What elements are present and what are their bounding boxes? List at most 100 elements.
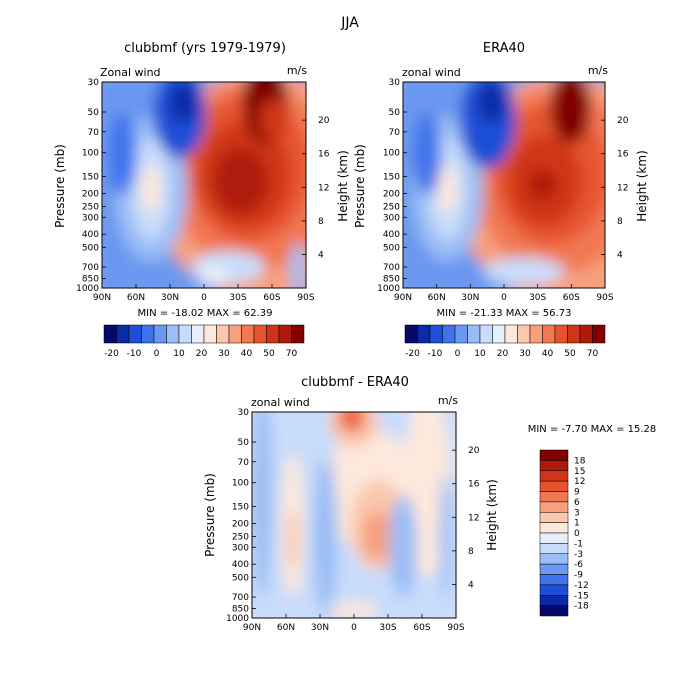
min-max-stats: MIN = -7.70 MAX = 15.28 bbox=[528, 424, 657, 435]
y-axis-label: Pressure (mb) bbox=[53, 144, 67, 228]
colorbar-swatch bbox=[128, 324, 142, 344]
x-axis: 90N 60N 30N 0 30S 60S 90S bbox=[243, 614, 465, 633]
y-tick-label: 300 bbox=[232, 543, 249, 553]
y-right-tick-label: 4 bbox=[318, 250, 324, 260]
colorbar-swatch bbox=[442, 324, 456, 344]
colorbar-label: -10 bbox=[428, 349, 443, 359]
colorbar-swatch bbox=[539, 470, 569, 482]
contour-region bbox=[388, 494, 418, 598]
colorbar: -20 -10 0 10 20 30 40 50 70 bbox=[103, 324, 305, 359]
colorbar-label: -18 bbox=[574, 602, 589, 612]
y-right-tick-label: 8 bbox=[617, 217, 623, 227]
y-right-tick-label: 16 bbox=[468, 480, 480, 490]
colorbar-label: 50 bbox=[263, 349, 275, 359]
contour-region bbox=[439, 473, 452, 598]
contour-region bbox=[483, 257, 565, 286]
panel-title: clubbmf - ERA40 bbox=[301, 375, 409, 390]
y-axis-right: 20 16 12 8 4 bbox=[302, 116, 330, 260]
contour-region bbox=[289, 242, 306, 288]
y-axis-right-label: Height (km) bbox=[336, 150, 350, 221]
y-tick-label: 70 bbox=[238, 458, 250, 468]
y-tick-label: 1000 bbox=[76, 284, 99, 294]
colorbar-label: 10 bbox=[474, 349, 486, 359]
x-tick-label: 0 bbox=[501, 293, 507, 303]
colorbar-swatch bbox=[191, 324, 205, 344]
y-tick-label: 50 bbox=[88, 108, 100, 118]
x-tick-label: 90N bbox=[93, 293, 111, 303]
y-tick-label: 300 bbox=[383, 213, 400, 223]
colorbar-swatch bbox=[539, 480, 569, 492]
colorbar-label: -20 bbox=[405, 349, 420, 359]
y-tick-label: 700 bbox=[232, 593, 249, 603]
y-tick-label: 50 bbox=[238, 438, 250, 448]
colorbar-swatch bbox=[554, 324, 568, 344]
y-tick-label: 300 bbox=[82, 213, 99, 223]
colorbar-swatch bbox=[454, 324, 468, 344]
y-right-tick-label: 4 bbox=[617, 250, 623, 260]
x-tick-label: 60N bbox=[277, 623, 295, 633]
x-tick-label: 30S bbox=[529, 293, 546, 303]
y-tick-label: 850 bbox=[232, 604, 249, 614]
min-max-stats: MIN = -21.33 MAX = 56.73 bbox=[437, 308, 572, 319]
colorbar-swatch bbox=[404, 324, 418, 344]
contour-region bbox=[362, 510, 395, 561]
colorbar-label: 3 bbox=[574, 508, 580, 518]
colorbar-label: 1 bbox=[574, 519, 580, 529]
colorbar-swatch bbox=[153, 324, 167, 344]
y-tick-label: 30 bbox=[238, 408, 250, 418]
colorbar-swatch bbox=[539, 449, 569, 461]
x-tick-label: 30N bbox=[311, 623, 329, 633]
colorbar-swatch bbox=[266, 324, 280, 344]
y-tick-label: 700 bbox=[383, 263, 400, 273]
colorbar-swatch bbox=[253, 324, 267, 344]
colorbar-swatch bbox=[216, 324, 230, 344]
colorbar-swatch bbox=[178, 324, 192, 344]
contour-region bbox=[286, 508, 299, 571]
corner-label-left: Zonal wind bbox=[100, 66, 161, 79]
colorbar-swatch bbox=[539, 522, 569, 534]
y-right-tick-label: 8 bbox=[318, 217, 324, 227]
colorbar-swatch bbox=[116, 324, 130, 344]
colorbar-label: 15 bbox=[574, 467, 585, 477]
y-right-tick-label: 16 bbox=[318, 150, 330, 160]
x-tick-label: 60S bbox=[563, 293, 580, 303]
contour-region bbox=[329, 601, 379, 618]
y-tick-label: 150 bbox=[82, 173, 99, 183]
y-tick-label: 200 bbox=[383, 189, 400, 199]
x-axis: 90N 60N 30N 0 30S 60S 90S bbox=[394, 284, 614, 303]
x-axis: 90N 60N 30N 0 30S 60S 90S bbox=[93, 284, 315, 303]
colorbar-label: 70 bbox=[587, 349, 599, 359]
y-tick-label: 200 bbox=[232, 519, 249, 529]
y-tick-label: 1000 bbox=[226, 614, 249, 624]
colorbar-swatch bbox=[539, 491, 569, 503]
contour-region bbox=[477, 82, 507, 124]
colorbar-swatch bbox=[417, 324, 431, 344]
x-tick-label: 60S bbox=[413, 623, 430, 633]
colorbar: -20 -10 0 10 20 30 40 50 70 bbox=[404, 324, 606, 359]
colorbar-swatch bbox=[539, 553, 569, 565]
colorbar-label: 40 bbox=[241, 349, 253, 359]
corner-label-right: m/s bbox=[588, 64, 608, 77]
colorbar-swatch bbox=[539, 563, 569, 575]
x-tick-label: 30N bbox=[461, 293, 479, 303]
y-tick-label: 250 bbox=[383, 203, 400, 213]
contour-region bbox=[197, 265, 231, 286]
y-tick-label: 850 bbox=[383, 274, 400, 284]
y-tick-label: 500 bbox=[82, 243, 99, 253]
contour-region bbox=[528, 168, 557, 202]
y-tick-label: 400 bbox=[383, 230, 400, 240]
colorbar-label: 0 bbox=[455, 349, 461, 359]
colorbar-label: 20 bbox=[497, 349, 509, 359]
corner-label-right: m/s bbox=[287, 64, 307, 77]
y-tick-label: 500 bbox=[232, 573, 249, 583]
figure-title: JJA bbox=[340, 15, 359, 31]
x-tick-label: 90N bbox=[243, 623, 261, 633]
colorbar-label: 30 bbox=[519, 349, 531, 359]
y-tick-label: 500 bbox=[383, 243, 400, 253]
colorbar-swatch bbox=[241, 324, 255, 344]
corner-label-left: zonal wind bbox=[402, 66, 461, 79]
contour-region bbox=[413, 112, 442, 196]
